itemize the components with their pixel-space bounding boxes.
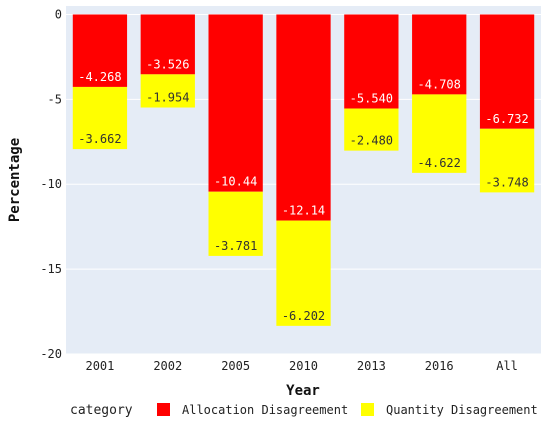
data-labels: -4.268 -3.526 -10.44 -12.14 -5.540 -4.708 -6.7… [78, 57, 529, 323]
x-axis-title: Year [286, 383, 320, 399]
bar-quantity [72, 86, 128, 150]
bar-value-label: -4.708 [418, 77, 461, 91]
bar-quantity [140, 74, 195, 108]
bar-value-label: -2.480 [350, 134, 393, 148]
bar-allocation [344, 14, 399, 109]
bar-allocation [276, 14, 331, 221]
bar-quantity [344, 108, 399, 151]
y-tick-label: 0 [55, 7, 62, 21]
y-tick-label: -20 [40, 347, 62, 361]
x-axis-ticks: 2001 2002 2005 2010 2013 2016 All [85, 359, 517, 373]
bar-allocation [140, 14, 195, 75]
bar-quantity [479, 128, 535, 193]
bar-allocation [208, 14, 263, 192]
legend-swatch-quantity [361, 403, 374, 416]
legend: category Allocation Disagreement Quantit… [70, 403, 538, 418]
y-axis-ticks: 0 -5 -10 -15 -20 [40, 7, 62, 361]
x-tick-label: 2001 [85, 359, 114, 373]
bar-value-label: -1.954 [146, 91, 189, 105]
x-tick-label: 2005 [221, 359, 250, 373]
legend-label-allocation: Allocation Disagreement [182, 403, 348, 417]
x-tick-label: 2016 [425, 359, 454, 373]
y-tick-label: -10 [40, 177, 62, 191]
legend-swatch-allocation [157, 403, 170, 416]
bar-value-label: -3.526 [146, 57, 189, 71]
bar-allocation [72, 14, 128, 87]
bar-quantity [208, 191, 263, 256]
bar-allocation [412, 14, 467, 95]
bar-value-label: -4.622 [418, 156, 461, 170]
y-axis-title: Percentage [7, 138, 23, 222]
bar-value-label: -10.44 [214, 175, 257, 189]
x-tick-label: All [496, 359, 518, 373]
y-tick-label: -5 [48, 92, 62, 106]
bar-allocation [479, 14, 535, 129]
bar-value-label: -3.781 [214, 239, 257, 253]
bar-value-label: -3.662 [78, 132, 121, 146]
legend-label-quantity: Quantity Disagreement [386, 403, 538, 417]
legend-title: category [70, 403, 133, 418]
bar-quantity [276, 220, 331, 326]
x-tick-label: 2002 [153, 359, 182, 373]
bar-value-label: -6.202 [282, 309, 325, 323]
bar-value-label: -12.14 [282, 204, 325, 218]
x-tick-label: 2013 [357, 359, 386, 373]
bar-value-label: -3.748 [485, 175, 528, 189]
bar-value-label: -4.268 [78, 70, 121, 84]
bar-value-label: -5.540 [350, 92, 393, 106]
bar-quantity [412, 94, 467, 173]
y-tick-label: -15 [40, 262, 62, 276]
bars [72, 14, 535, 326]
x-tick-label: 2010 [289, 359, 318, 373]
bar-value-label: -6.732 [485, 112, 528, 126]
